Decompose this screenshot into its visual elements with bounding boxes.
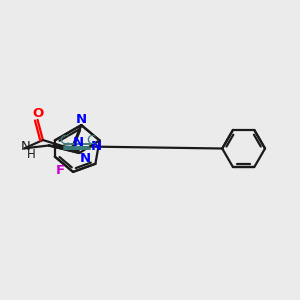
Text: N: N xyxy=(73,136,84,149)
Text: H: H xyxy=(27,148,35,161)
Text: F: F xyxy=(56,164,65,177)
Text: N: N xyxy=(91,140,102,153)
Text: N: N xyxy=(76,113,87,126)
Text: N: N xyxy=(80,152,91,165)
Text: O: O xyxy=(32,107,43,120)
Text: C: C xyxy=(86,134,96,146)
Text: N: N xyxy=(21,140,31,153)
Text: C: C xyxy=(59,134,68,146)
